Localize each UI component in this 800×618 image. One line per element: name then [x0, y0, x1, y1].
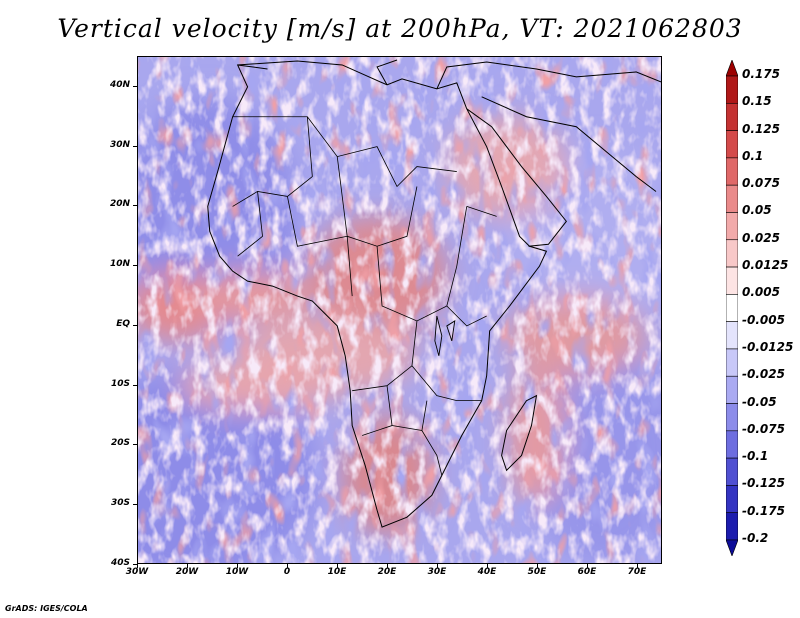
lat-tick-mark	[133, 504, 137, 506]
lat-tick-mark	[133, 205, 137, 207]
lon-tick-mark	[387, 564, 388, 568]
colorbar-label: 0.175	[742, 67, 780, 81]
colorbar-label: -0.2	[742, 531, 769, 545]
colorbar-label: 0.15	[742, 94, 772, 109]
lon-tick-mark	[637, 564, 638, 568]
colorbar-swatch	[726, 239, 738, 268]
lon-tick-mark	[587, 564, 588, 568]
lat-tick-mark	[133, 324, 137, 326]
map-title: Vertical velocity [m/s] at 200hPa, VT: 2…	[57, 14, 743, 43]
lat-tick-label: 10N	[109, 259, 130, 270]
colorbar-label: -0.125	[742, 476, 785, 491]
lat-tick-mark	[133, 145, 137, 147]
colorbar-swatch	[726, 430, 738, 459]
lon-tick-mark	[537, 564, 538, 568]
coastlines-and-borders	[207, 59, 661, 528]
lon-tick-mark	[487, 564, 488, 568]
lat-tick-label: EQ	[116, 318, 130, 329]
lat-tick-label: 40N	[109, 79, 130, 90]
lon-tick-mark	[237, 564, 238, 568]
colorbar-swatch	[726, 348, 738, 377]
lon-tick-mark	[187, 564, 188, 568]
colorbar-swatch	[726, 539, 738, 556]
madagascar	[501, 394, 538, 472]
lon-tick-label: 70E	[627, 567, 647, 577]
colorbar-label: -0.175	[742, 503, 785, 518]
lat-tick-label: 30N	[109, 139, 130, 150]
downdraft-speckle	[138, 57, 661, 563]
colorbar-swatch	[726, 375, 738, 404]
colorbar-swatch	[726, 60, 738, 77]
africa-coastline	[207, 60, 548, 528]
lon-tick-mark	[337, 564, 338, 568]
colorbar-label: 0.125	[742, 121, 780, 136]
lat-tick-label: 20N	[109, 199, 130, 210]
lon-tick-mark	[287, 564, 288, 568]
colorbar-swatch	[726, 157, 738, 186]
lon-tick-label: 10E	[327, 567, 347, 577]
lon-tick-label: 20E	[377, 567, 397, 577]
colorbar-label: -0.075	[742, 421, 785, 436]
colorbar-label: 0.05	[742, 203, 772, 218]
colorbar-swatch	[726, 212, 738, 241]
colorbar-label: -0.005	[742, 312, 785, 327]
lon-tick-label: 0	[283, 567, 291, 577]
lon-tick-mark	[137, 564, 138, 568]
colorbar-label: 0.075	[742, 176, 780, 191]
lat-tick-label: 30S	[110, 498, 130, 509]
colorbar-label: 0.005	[742, 285, 780, 300]
lakes	[434, 315, 456, 356]
map-panel	[137, 56, 662, 564]
lat-tick-label: 10S	[110, 378, 130, 389]
lon-tick-mark	[437, 564, 438, 568]
colorbar-label: -0.025	[742, 367, 785, 382]
vertical-velocity-field	[138, 57, 661, 563]
colorbar-label: 0.1	[742, 148, 764, 163]
colorbar-swatch	[726, 184, 738, 213]
red-sea-arabia	[466, 96, 657, 247]
colorbar-label: 0.025	[742, 230, 780, 245]
lon-tick-label: 20W	[175, 567, 199, 577]
lon-tick-label: 60E	[577, 567, 597, 577]
colorbar-label: -0.0125	[742, 339, 794, 354]
lat-tick-mark	[133, 85, 137, 87]
lat-tick-mark	[133, 444, 137, 446]
colorbar-swatch	[726, 485, 738, 514]
lon-tick-label: 30E	[427, 567, 447, 577]
lat-tick-label: 40S	[110, 558, 130, 568]
colorbar-swatch	[726, 457, 738, 486]
lon-tick-label: 50E	[527, 567, 547, 577]
lat-tick-mark	[133, 564, 137, 565]
lon-tick-label: 40E	[477, 567, 497, 577]
lon-tick-label: 10W	[225, 567, 249, 577]
colorbar-swatch	[726, 512, 738, 541]
lat-tick-label: 20S	[110, 438, 130, 449]
colorbar	[726, 60, 738, 556]
colorbar-label: -0.1	[742, 449, 769, 464]
colorbar-swatch	[726, 75, 738, 104]
colorbar-swatch	[726, 102, 738, 131]
colorbar-swatch	[726, 403, 738, 432]
footer-credit: GrADS: IGES/COLA	[5, 604, 88, 613]
lat-tick-mark	[133, 265, 137, 267]
lat-tick-mark	[133, 384, 137, 386]
lon-tick-label: 30W	[125, 567, 149, 577]
colorbar-swatch	[726, 294, 738, 322]
colorbar-swatch	[726, 266, 738, 295]
country-borders	[232, 116, 497, 476]
colorbar-swatch	[726, 130, 738, 159]
colorbar-label: 0.0125	[742, 258, 789, 273]
mediterranean-europe	[237, 59, 661, 90]
colorbar-swatch	[726, 321, 738, 350]
colorbar-label: -0.05	[742, 394, 777, 409]
